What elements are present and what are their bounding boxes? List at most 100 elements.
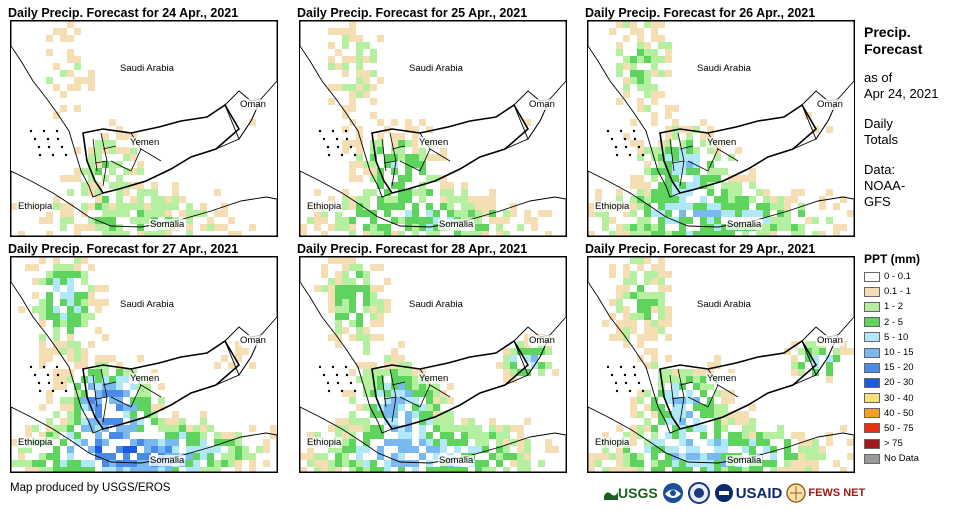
country-label-oman: Oman [239, 335, 267, 346]
map-canvas [300, 257, 566, 472]
legend-item: 20 - 30 [864, 375, 964, 390]
legend-label: 0 - 0.1 [884, 271, 911, 283]
legend-swatch [864, 423, 880, 434]
legend-swatch [864, 271, 880, 282]
legend-swatch [864, 453, 880, 464]
country-label-ethiopia: Ethiopia [17, 201, 54, 212]
usaid-logo-text: USAID [735, 484, 783, 502]
panel-title: Daily Precip. Forecast for 25 Apr., 2021 [297, 6, 528, 20]
usgs-logo-text: USGS [618, 485, 658, 501]
country-label-ethiopia: Ethiopia [306, 201, 343, 212]
dhs-seal-logo [687, 482, 710, 504]
panel-title: Daily Precip. Forecast for 26 Apr., 2021 [585, 6, 816, 20]
country-label-oman: Oman [528, 335, 556, 346]
country-label-ethiopia: Ethiopia [306, 437, 343, 448]
country-label-oman: Oman [816, 99, 844, 110]
noaa-seal-icon [662, 483, 683, 503]
legend-label: 15 - 20 [884, 362, 914, 374]
country-label-yemen: Yemen [418, 137, 450, 148]
country-label-saudi-arabia: Saudi Arabia [119, 63, 175, 74]
legend-swatch [864, 393, 880, 404]
panel-title: Daily Precip. Forecast for 29 Apr., 2021 [585, 242, 816, 256]
country-label-saudi-arabia: Saudi Arabia [408, 63, 464, 74]
forecast-panel-28-apr: Daily Precip. Forecast for 28 Apr., 2021… [297, 242, 567, 473]
precip-map: Saudi Arabia Oman Yemen Ethiopia Somalia [299, 20, 567, 237]
country-label-saudi-arabia: Saudi Arabia [119, 299, 175, 310]
legend-label: 1 - 2 [884, 301, 904, 313]
governorate-lines [669, 132, 739, 187]
legend-swatch [864, 408, 880, 419]
map-canvas [300, 21, 566, 236]
legend-item: 40 - 50 [864, 406, 964, 421]
legend-item: 0.1 - 1 [864, 284, 964, 299]
data-line2: NOAA- [864, 178, 906, 193]
asof-line2: Apr 24, 2021 [864, 86, 939, 101]
legend-title: PPT (mm) [864, 252, 921, 266]
country-label-saudi-arabia: Saudi Arabia [696, 63, 752, 74]
country-label-somalia: Somalia [726, 219, 763, 230]
legend-label: 10 - 15 [884, 347, 914, 359]
data-line3: GFS [864, 194, 891, 209]
usaid-seal-icon [714, 484, 733, 502]
country-label-ethiopia: Ethiopia [594, 437, 631, 448]
usaid-logo: USAID [714, 483, 783, 503]
map-canvas [11, 257, 277, 472]
map-canvas [11, 21, 277, 236]
legend-label: 20 - 30 [884, 377, 914, 389]
legend-swatch [864, 286, 880, 297]
forecast-panel-25-apr: Daily Precip. Forecast for 25 Apr., 2021… [297, 6, 567, 237]
precip-map: Saudi Arabia Oman Yemen Ethiopia Somalia [10, 20, 278, 237]
legend-swatch [864, 362, 880, 373]
legend-item: 2 - 5 [864, 315, 964, 330]
yemen-border [82, 103, 241, 194]
yemen-border [371, 339, 530, 430]
country-label-somalia: Somalia [438, 219, 475, 230]
country-label-yemen: Yemen [129, 137, 161, 148]
precip-map: Saudi Arabia Oman Yemen Ethiopia Somalia [587, 20, 855, 237]
forecast-panel-29-apr: Daily Precip. Forecast for 29 Apr., 2021… [585, 242, 855, 473]
data-line1: Data: [864, 162, 896, 177]
legend-item: 30 - 40 [864, 391, 964, 406]
country-label-yemen: Yemen [129, 373, 161, 384]
precip-map: Saudi Arabia Oman Yemen Ethiopia Somalia [587, 256, 855, 473]
partner-logos: USGS USAID FEWS NET [604, 480, 865, 506]
legend-label: 30 - 40 [884, 392, 914, 404]
yemen-border [82, 339, 241, 430]
asof-line1: as of [864, 70, 893, 85]
legend-item: 5 - 10 [864, 330, 964, 345]
legend-label: 0.1 - 1 [884, 286, 911, 298]
forecast-panel-24-apr: Daily Precip. Forecast for 24 Apr., 2021… [8, 6, 278, 237]
governorate-lines [92, 368, 162, 423]
info-title-line2: Forecast [864, 41, 923, 57]
legend-item: No Data [864, 451, 964, 466]
panel-title: Daily Precip. Forecast for 28 Apr., 2021 [297, 242, 528, 256]
totals-line1: Daily [864, 116, 893, 131]
country-label-saudi-arabia: Saudi Arabia [408, 299, 464, 310]
legend-label: 5 - 10 [884, 331, 909, 343]
legend-item: 0 - 0.1 [864, 269, 964, 284]
legend-swatch [864, 317, 880, 328]
governorate-lines [381, 132, 451, 187]
usgs-wave-icon [604, 492, 618, 500]
forecast-info: Precip. Forecast as of Apr 24, 2021 Dail… [864, 24, 964, 210]
governorate-lines [669, 368, 739, 423]
governorate-lines [92, 132, 162, 187]
country-label-oman: Oman [239, 99, 267, 110]
totals-line2: Totals [864, 132, 898, 147]
forecast-panel-26-apr: Daily Precip. Forecast for 26 Apr., 2021… [585, 6, 855, 237]
legend-swatch [864, 377, 880, 388]
legend-swatch [864, 301, 880, 312]
yemen-border [659, 339, 818, 430]
forecast-panel-27-apr: Daily Precip. Forecast for 27 Apr., 2021… [8, 242, 278, 473]
legend-item: > 75 [864, 436, 964, 451]
country-label-oman: Oman [816, 335, 844, 346]
ppt-legend: PPT (mm) 0 - 0.1 0.1 - 1 1 - 2 2 - 5 5 - 10 1… [864, 252, 964, 466]
legend-swatch [864, 347, 880, 358]
precip-map: Saudi Arabia Oman Yemen Ethiopia Somalia [299, 256, 567, 473]
fewsnet-logo: FEWS NET [786, 483, 865, 503]
legend-swatch [864, 438, 880, 449]
info-title-line1: Precip. [864, 24, 911, 40]
noaa-logo [662, 482, 684, 504]
seal-icon [687, 482, 710, 504]
legend-item: 15 - 20 [864, 360, 964, 375]
